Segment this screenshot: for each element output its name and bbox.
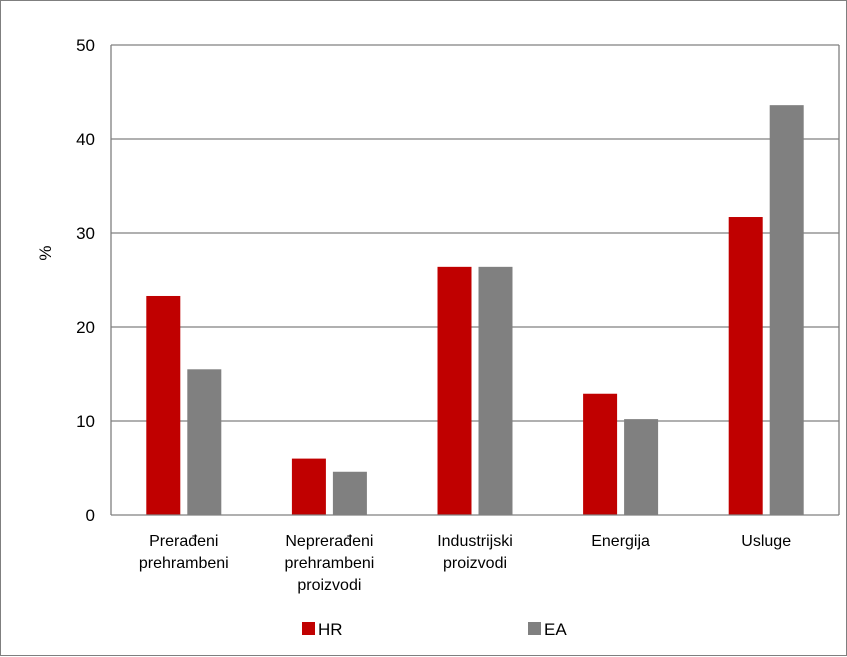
y-tick-label: 20 (76, 318, 95, 337)
bar-hr (728, 217, 763, 515)
bar-hr (437, 266, 472, 515)
x-category-label: proizvodi (297, 577, 361, 594)
x-category-label: prehrambeni (284, 555, 374, 572)
y-tick-label: 0 (86, 506, 95, 525)
bars (146, 105, 804, 515)
x-category-label: prehrambeni (139, 555, 229, 572)
y-axis-title: % (36, 245, 55, 260)
bar-ea (332, 471, 367, 515)
legend-label-hr: HR (318, 620, 343, 639)
y-tick-label: 40 (76, 130, 95, 149)
bar-ea (187, 369, 222, 515)
x-category-label: Prerađeni (149, 533, 218, 550)
y-tick-label: 30 (76, 224, 95, 243)
y-tick-label: 50 (76, 36, 95, 55)
bar-ea (769, 105, 804, 515)
x-category-label: Energija (591, 533, 650, 550)
legend-swatch-hr (302, 622, 315, 635)
legend: HR EA (302, 620, 567, 639)
axes: 0 10 20 30 40 50 Prerađeni prehrambeni Neprerađe… (76, 36, 840, 594)
legend-swatch-ea (528, 622, 541, 635)
x-category-label: proizvodi (443, 555, 507, 572)
y-tick-label: 10 (76, 412, 95, 431)
legend-label-ea: EA (544, 620, 567, 639)
bar-hr (291, 458, 326, 515)
x-category-label: Usluge (741, 533, 791, 550)
bar-hr (146, 295, 181, 515)
gridlines (111, 44, 839, 422)
x-category-label: Neprerađeni (285, 533, 373, 550)
x-category-label: Industrijski (437, 533, 513, 550)
bar-ea (478, 266, 513, 515)
bar-hr (583, 393, 618, 515)
bar-ea (624, 419, 659, 515)
